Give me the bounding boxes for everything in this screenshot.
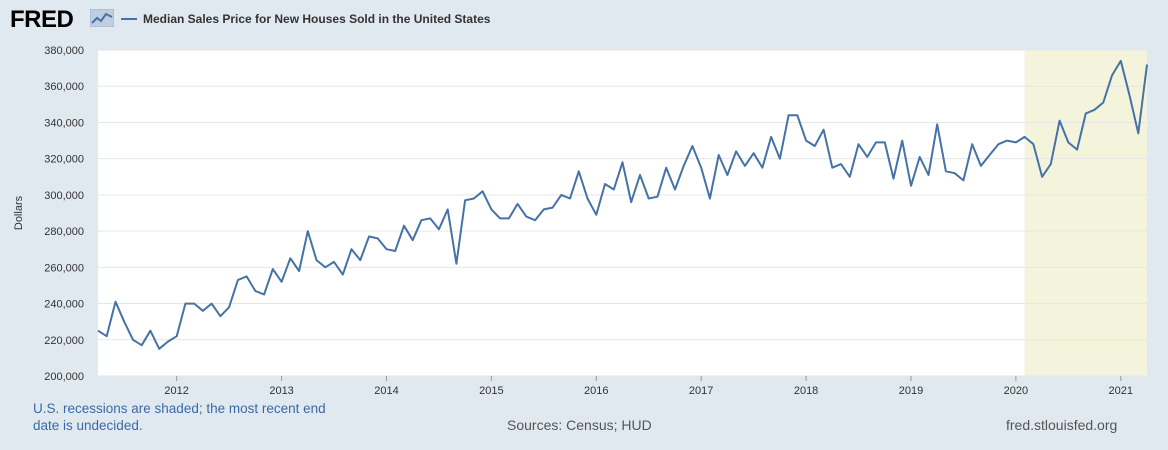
y-tick-label: 240,000: [44, 299, 84, 311]
x-tick-label: 2015: [479, 385, 503, 397]
line-chart: 200,000 220,000 240,000 260,000 280,000 300,0…: [13, 45, 1148, 397]
x-tick-label: 2013: [269, 385, 293, 397]
y-axis-label: Dollars: [13, 195, 25, 230]
recession-shading: [1024, 50, 1147, 376]
y-axis: 200,000 220,000 240,000 260,000 280,000 300,0…: [44, 45, 84, 383]
y-tick-label: 360,000: [44, 81, 84, 93]
chart-legend: Median Sales Price for New Houses Sold i…: [121, 12, 490, 26]
chart-header: FRED Median Sales Price for New Houses S…: [0, 0, 1168, 40]
x-tick-label: 2018: [794, 385, 818, 397]
recession-note: U.S. recessions are shaded; the most rec…: [33, 401, 326, 433]
fred-chart-icon: [90, 9, 114, 27]
y-tick-label: 320,000: [44, 154, 84, 166]
x-tick-label: 2019: [899, 385, 923, 397]
x-tick-label: 2017: [689, 385, 713, 397]
plot-area: [98, 50, 1147, 376]
y-tick-label: 260,000: [44, 262, 84, 274]
gridlines: [98, 49, 1147, 377]
x-tick-label: 2021: [1109, 385, 1133, 397]
y-tick-label: 200,000: [44, 371, 84, 383]
fred-logo[interactable]: FRED: [10, 6, 74, 33]
legend-swatch: [121, 18, 137, 20]
x-tick-label: 2012: [164, 385, 188, 397]
y-tick-label: 340,000: [44, 117, 84, 129]
y-tick-label: 280,000: [44, 226, 84, 238]
fred-url[interactable]: fred.stlouisfed.org: [1006, 417, 1118, 433]
x-tick-label: 2016: [584, 385, 608, 397]
sources-text: Sources: Census; HUD: [507, 417, 652, 433]
x-axis: 2012 2013 2014 2015 2016 2017 2018 2019 2020 2021: [164, 376, 1133, 397]
y-tick-label: 380,000: [44, 45, 84, 57]
y-tick-label: 220,000: [44, 335, 84, 347]
x-tick-label: 2020: [1004, 385, 1028, 397]
legend-label: Median Sales Price for New Houses Sold i…: [143, 12, 491, 26]
series-line[interactable]: [97, 59, 1148, 350]
y-tick-label: 300,000: [44, 190, 84, 202]
x-tick-label: 2014: [374, 385, 398, 397]
